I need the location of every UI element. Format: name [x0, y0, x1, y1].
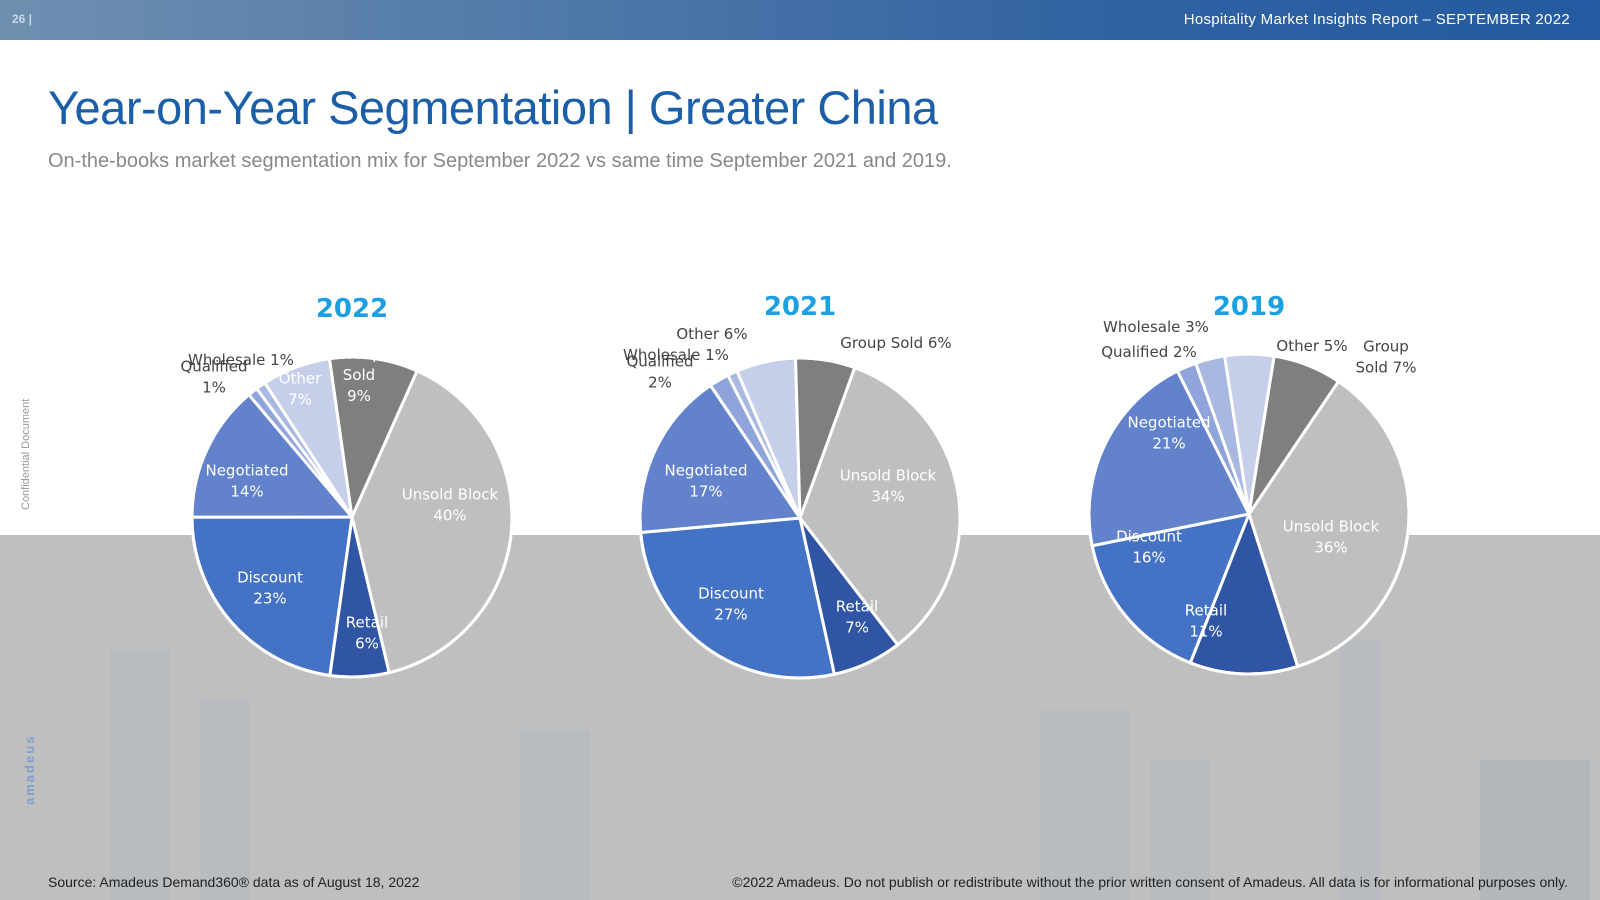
data-label-other: Other 6% — [676, 325, 747, 343]
data-label-other: Other 5% — [1276, 337, 1347, 355]
pie-outline — [1087, 352, 1411, 676]
data-label-discount: Discount 23% — [237, 569, 303, 608]
chart-title-2021: 2021 — [764, 292, 836, 322]
source-note: Source: Amadeus Demand360® data as of Au… — [48, 874, 420, 890]
data-label-group-sold: Group Sold 7% — [1356, 338, 1417, 377]
report-title: Hospitality Market Insights Report – SEP… — [1183, 11, 1570, 28]
data-label-qualified: Qualified 2% — [1101, 343, 1197, 361]
page-title: Year-on-Year Segmentation | Greater Chin… — [48, 81, 938, 134]
chart-title-2022: 2022 — [316, 294, 388, 324]
data-label-retail: Retail 7% — [836, 598, 878, 637]
data-label-unsold-block: Unsold Block 36% — [1283, 518, 1380, 557]
data-label-discount: Discount 27% — [698, 585, 764, 624]
pie-chart-2019: 2019 Unsold Block 36% Retail 11%Discount 16% N… — [1087, 292, 1417, 676]
data-label-unsold-block: Unsold Block 34% — [840, 467, 937, 506]
data-label-wholesale: Wholesale 3% — [1103, 318, 1209, 336]
data-label-negotiated: Negotiated 17% — [664, 462, 747, 501]
data-label-qualified: Qualified 1% — [180, 358, 247, 397]
data-label-wholesale: Wholesale 1% — [188, 351, 294, 369]
page-number: 26 | — [12, 12, 33, 26]
pie-chart-2022: 2022 Unsold Block 40% Retail 6% Discount 23% Ne… — [180, 294, 514, 679]
page-subtitle: On-the-books market segmentation mix for… — [48, 150, 952, 172]
data-label-negotiated: Negotiated 14% — [205, 462, 288, 501]
data-label-unsold-block: Unsold Block 40% — [402, 486, 499, 525]
copyright-note: ©2022 Amadeus. Do not publish or redistr… — [732, 874, 1568, 890]
data-label-negotiated: Negotiated 21% — [1127, 414, 1210, 453]
pie-outline — [190, 355, 514, 679]
data-label-retail: Retail 11% — [1185, 602, 1227, 641]
pie-outline — [638, 356, 962, 680]
data-label-retail: Retail 6% — [346, 614, 388, 653]
data-label-qualified: Qualified 2% — [626, 353, 693, 392]
header-bar: 26 | Hospitality Market Insights Report … — [0, 0, 1600, 40]
data-label-other: Other 7% — [279, 370, 322, 409]
chart-title-2019: 2019 — [1213, 292, 1285, 322]
data-label-group-sold: Group Sold 6% — [840, 334, 951, 352]
data-label-wholesale: Wholesale 1% — [623, 346, 729, 364]
pie-chart-2021: 2021 Unsold Block 34% Retail 7% Discount 27% Ne… — [623, 292, 962, 680]
data-label-discount: Discount 16% — [1116, 528, 1182, 567]
data-label-group-sold: Group Sold 9% — [336, 345, 382, 405]
